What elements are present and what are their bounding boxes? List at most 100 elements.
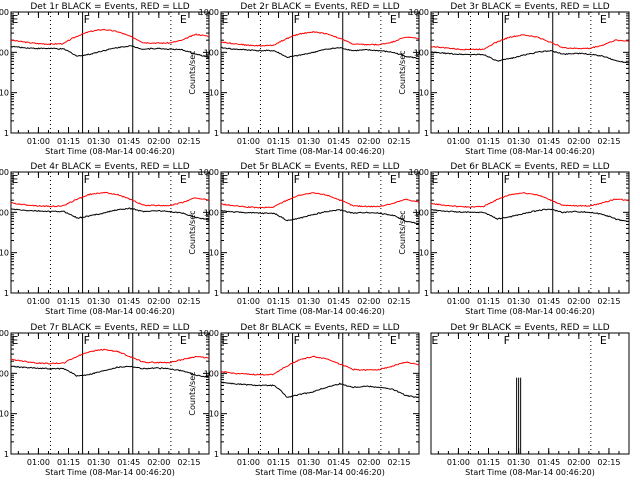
chart-title: Det 9r BLACK = Events, RED = LLD (450, 323, 609, 333)
x-tick-label: 01:30 (507, 137, 530, 146)
x-tick-label: 02:15 (177, 137, 200, 146)
series-line (220, 31, 420, 47)
series-line (220, 209, 420, 225)
y-tick-label: 10 (419, 89, 429, 98)
x-tick-label: 01:30 (507, 458, 530, 467)
plot-frame (220, 171, 420, 294)
x-tick-label: 01:45 (117, 297, 140, 306)
series-line (10, 365, 210, 378)
x-tick-label: 02:00 (357, 297, 380, 306)
x-tick-label: 02:00 (567, 458, 590, 467)
x-tick-label: 02:15 (597, 137, 620, 146)
x-tick-label: 02:00 (147, 137, 170, 146)
plot-frame (430, 171, 630, 294)
x-tick-label: 01:30 (297, 458, 320, 467)
y-tick-label: 100 (204, 208, 219, 217)
x-tick-label: 01:15 (57, 297, 80, 306)
y-tick-label: 100 (204, 369, 219, 378)
chart-panel: Det 3r BLACK = Events, RED = LLD 1 10 100 10… (398, 2, 630, 156)
x-tick-label: 01:30 (297, 297, 320, 306)
x-tick-label: 01:00 (237, 137, 260, 146)
y-tick-label: 1000 (0, 168, 9, 177)
y-tick-label: 1 (4, 289, 9, 298)
y-tick-label: 1 (4, 129, 9, 138)
x-tick-label: 02:00 (147, 458, 170, 467)
region-marker-label: E (431, 13, 438, 26)
y-tick-label: 1 (4, 450, 9, 459)
region-marker-label: F (84, 13, 90, 26)
y-tick-label: 1 (424, 289, 429, 298)
series-line (220, 46, 420, 60)
x-tick-label: 02:00 (147, 297, 170, 306)
series-line (430, 34, 630, 51)
y-tick-label: 1000 (409, 168, 429, 177)
plot-frame (220, 332, 420, 455)
region-marker-label: E (600, 13, 607, 26)
x-axis-label: Start Time (08-Mar-14 00:46:20) (45, 307, 175, 316)
y-axis-label: Counts/sec (188, 210, 197, 254)
chart-panel: Det 4r BLACK = Events, RED = LLD 1 10 100 10… (0, 162, 210, 316)
x-axis-label: Start Time (08-Mar-14 00:46:20) (255, 468, 385, 477)
y-tick-label: 1000 (409, 8, 429, 17)
x-axis-label: Start Time (08-Mar-14 00:46:20) (45, 468, 175, 477)
region-marker-label: E (221, 334, 228, 347)
chart-title: Det 7r BLACK = Events, RED = LLD (30, 323, 189, 333)
y-axis-label: Counts/sec (398, 210, 407, 254)
x-tick-label: 01:45 (327, 137, 350, 146)
x-tick-label: 01:00 (447, 297, 470, 306)
y-tick-label: 1000 (199, 329, 219, 338)
chart-title: Det 1r BLACK = Events, RED = LLD (30, 2, 189, 12)
region-marker-label: F (504, 173, 510, 186)
x-tick-label: 01:45 (327, 297, 350, 306)
region-marker-label: E (11, 173, 18, 186)
series-line (10, 45, 210, 58)
y-tick-label: 100 (414, 208, 429, 217)
region-marker-label: F (84, 173, 90, 186)
y-tick-label: 1 (214, 129, 219, 138)
y-tick-label: 1000 (199, 8, 219, 17)
x-tick-label: 01:15 (267, 297, 290, 306)
x-tick-label: 01:45 (117, 137, 140, 146)
x-tick-label: 02:15 (597, 458, 620, 467)
y-tick-label: 10 (0, 249, 9, 258)
series-line (220, 192, 420, 209)
x-tick-label: 02:15 (387, 297, 410, 306)
x-axis-label: Start Time (08-Mar-14 00:46:20) (465, 307, 595, 316)
x-tick-label: 01:30 (507, 297, 530, 306)
chart-panel: Det 9r BLACK = Events, RED = LLD 01:00 01:… (430, 323, 630, 477)
y-tick-label: 1 (424, 129, 429, 138)
y-tick-label: 1000 (0, 8, 9, 17)
series-line (430, 208, 630, 223)
x-tick-label: 02:00 (357, 458, 380, 467)
y-tick-label: 100 (0, 369, 9, 378)
region-marker-label: F (84, 334, 90, 347)
plot-frame (220, 11, 420, 134)
y-tick-label: 100 (414, 48, 429, 57)
x-tick-label: 01:45 (327, 458, 350, 467)
series-line (430, 49, 630, 64)
x-tick-label: 01:30 (297, 137, 320, 146)
x-tick-label: 01:15 (477, 137, 500, 146)
plot-frame (10, 11, 210, 134)
chart-panel: Det 6r BLACK = Events, RED = LLD 1 10 100 10… (398, 162, 630, 316)
region-marker-label: E (180, 173, 187, 186)
y-tick-label: 10 (209, 249, 219, 258)
region-marker-label: E (600, 173, 607, 186)
region-marker-label: F (294, 173, 300, 186)
region-marker-label: F (504, 334, 510, 347)
region-marker-label: E (600, 334, 607, 347)
x-tick-label: 01:45 (537, 297, 560, 306)
x-tick-label: 02:15 (177, 458, 200, 467)
region-marker-label: E (390, 334, 397, 347)
x-tick-label: 01:30 (87, 297, 110, 306)
x-axis-label: Start Time (08-Mar-14 00:46:20) (45, 147, 175, 156)
y-axis-label: Counts/sec (398, 50, 407, 94)
x-tick-label: 02:15 (177, 297, 200, 306)
x-tick-label: 02:00 (567, 297, 590, 306)
x-tick-label: 01:00 (237, 297, 260, 306)
series-line (10, 348, 210, 365)
plot-frame (430, 11, 630, 134)
y-tick-label: 10 (0, 89, 9, 98)
y-tick-label: 100 (204, 48, 219, 57)
x-tick-label: 01:15 (477, 297, 500, 306)
